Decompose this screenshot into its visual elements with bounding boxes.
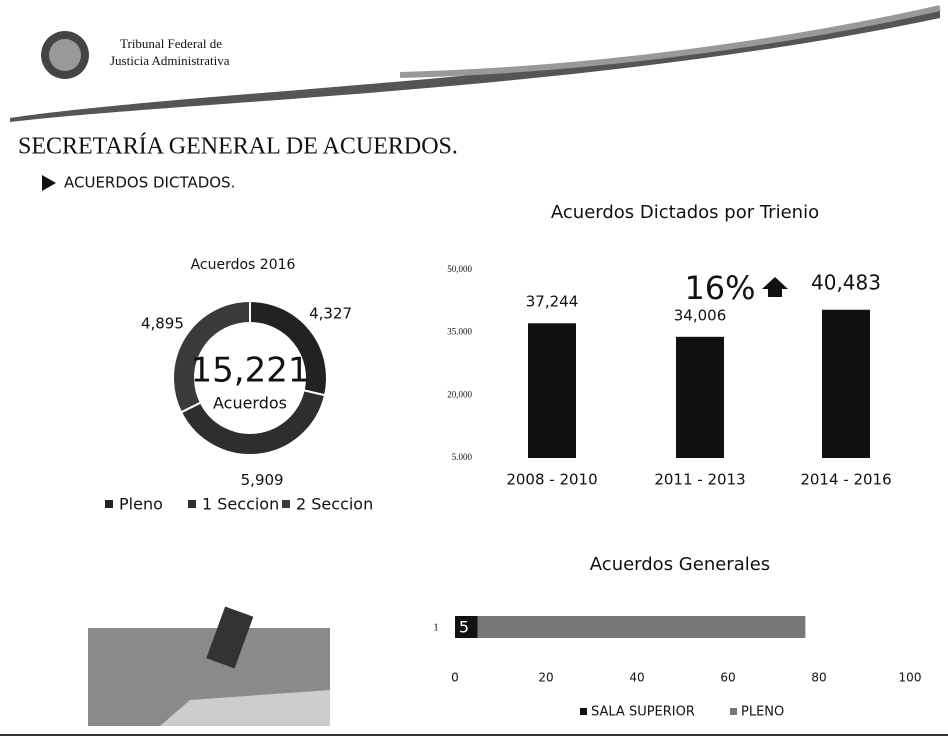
bar-segment — [455, 616, 478, 638]
chart-title: Acuerdos Dictados por Trienio — [551, 202, 819, 223]
x-tick-label: 20 — [538, 671, 553, 685]
donut-segment — [172, 299, 251, 414]
x-tick-label: 80 — [811, 671, 826, 685]
gavel-head — [206, 606, 254, 669]
x-tick-label: 2011 - 2013 — [654, 471, 745, 489]
legend-swatch — [105, 500, 113, 508]
center-value: 15,221 — [191, 351, 310, 391]
bar-segment — [477, 616, 806, 638]
data-label: 4,895 — [141, 314, 184, 332]
subheading: ACUERDOS DICTADOS. — [64, 174, 235, 192]
x-tick-label: 0 — [451, 671, 459, 685]
annotation: 16% — [684, 269, 755, 307]
org-name: Justicia Administrativa — [110, 53, 230, 68]
legend-swatch — [188, 500, 196, 508]
legend-swatch — [580, 708, 587, 715]
x-tick-label: 100 — [899, 671, 922, 685]
x-tick-label: 2014 - 2016 — [800, 471, 891, 489]
legend-label: 1 Seccion — [202, 495, 279, 514]
legend-label: SALA SUPERIOR — [591, 705, 695, 720]
up-arrow — [762, 277, 788, 297]
legend-swatch — [730, 708, 737, 715]
data-label: 4,327 — [309, 304, 352, 322]
x-tick-label: 40 — [629, 671, 644, 685]
legend-swatch — [282, 500, 290, 508]
heading: SECRETARÍA GENERAL DE ACUERDOS. — [18, 134, 458, 160]
x-tick-label: 60 — [720, 671, 735, 685]
book-shape — [160, 690, 330, 726]
header-texture — [399, 5, 941, 78]
y-tick-label: 20,000 — [447, 389, 472, 399]
bullet — [42, 175, 56, 191]
bar — [528, 323, 576, 458]
center-label: Acuerdos — [213, 394, 287, 413]
emblem-inner — [49, 39, 81, 71]
legend-label: Pleno — [119, 495, 163, 514]
y-tick-label: 50,000 — [447, 264, 472, 274]
bar — [822, 309, 870, 458]
y-tick-label: 35.000 — [447, 327, 472, 337]
data-label: 37,244 — [526, 293, 579, 311]
org-name: Tribunal Federal de — [120, 36, 222, 51]
header-swoosh — [10, 10, 940, 122]
chart-title: Acuerdos Generales — [590, 554, 770, 575]
legend-label: PLENO — [741, 705, 784, 720]
bar — [676, 336, 724, 458]
data-label: 5 — [459, 618, 469, 637]
data-label: 40,483 — [811, 271, 881, 295]
data-label: 5,909 — [241, 471, 284, 489]
y-tick-label: 5.000 — [452, 452, 473, 462]
y-tick-label: 1 — [433, 622, 439, 634]
legend-label: 2 Seccion — [296, 495, 373, 514]
data-label: 34,006 — [674, 307, 727, 325]
x-tick-label: 2008 - 2010 — [506, 471, 597, 489]
chart-title: Acuerdos 2016 — [191, 257, 296, 273]
